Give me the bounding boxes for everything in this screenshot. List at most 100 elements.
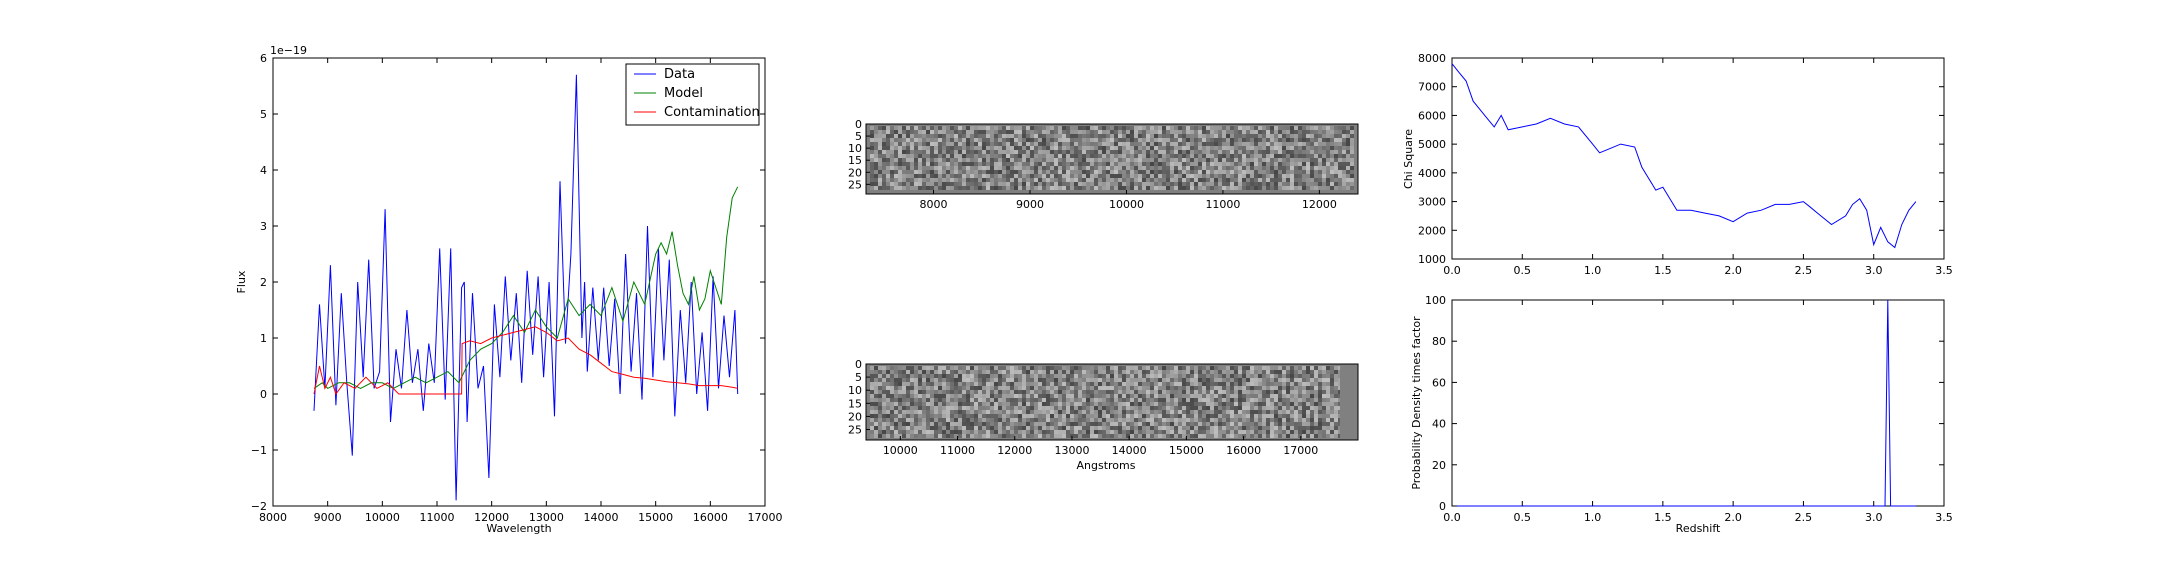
pixel [1154, 414, 1158, 418]
pixel [1182, 394, 1186, 398]
pixel [1266, 170, 1270, 174]
pixel [1286, 382, 1290, 386]
pixel [1134, 158, 1138, 162]
pixel [1026, 162, 1030, 166]
pixel [1070, 422, 1074, 426]
pixel [1046, 166, 1050, 170]
pixel [1022, 162, 1026, 166]
pixel [942, 366, 946, 370]
pixel [1322, 370, 1326, 374]
pixel [926, 178, 930, 182]
2d-spectrum-top-x-tick-label: 8000 [920, 198, 948, 211]
pixel [1082, 430, 1086, 434]
pixel [1030, 370, 1034, 374]
pixel [1334, 142, 1338, 146]
pixel [1282, 138, 1286, 142]
pixel [890, 410, 894, 414]
pixel [1178, 186, 1182, 190]
pixel [1198, 178, 1202, 182]
pixel [1318, 186, 1322, 190]
pixel [1234, 170, 1238, 174]
pixel [878, 434, 882, 438]
pixel [1214, 150, 1218, 154]
pixel [1078, 130, 1082, 134]
pixel [1250, 170, 1254, 174]
2d-spectrum-bottom-y-tick-label: 20 [848, 410, 862, 423]
pixel [1294, 174, 1298, 178]
pixel [1078, 170, 1082, 174]
pixel [1238, 382, 1242, 386]
pixel [890, 398, 894, 402]
pixel [1198, 170, 1202, 174]
pixel [1098, 366, 1102, 370]
pixel [1306, 154, 1310, 158]
chi-square-y-tick-label: 4000 [1418, 167, 1446, 180]
pixel [902, 382, 906, 386]
pixel [1082, 402, 1086, 406]
pixel [942, 394, 946, 398]
pixel [1150, 402, 1154, 406]
pixel [1334, 366, 1338, 370]
pixel [1238, 154, 1242, 158]
chi-square-x-tick-label: 3.5 [1935, 264, 1953, 277]
pixel [1186, 182, 1190, 186]
pixel [1098, 186, 1102, 190]
pixel [1098, 134, 1102, 138]
pixel [1270, 178, 1274, 182]
pixel [1102, 382, 1106, 386]
pixel [1202, 182, 1206, 186]
pixel [1202, 130, 1206, 134]
pixel [1082, 142, 1086, 146]
pixel [890, 366, 894, 370]
pixel [914, 178, 918, 182]
pixel [954, 434, 958, 438]
pixel [1234, 418, 1238, 422]
pixel [918, 426, 922, 430]
pixel [1110, 434, 1114, 438]
pixel [1018, 170, 1022, 174]
pixel [1262, 430, 1266, 434]
pixel [930, 378, 934, 382]
pixel [1254, 378, 1258, 382]
pixel [1258, 418, 1262, 422]
pixel [962, 410, 966, 414]
pixel [1050, 414, 1054, 418]
pixel [1126, 170, 1130, 174]
pixel [1174, 186, 1178, 190]
pixel [1286, 366, 1290, 370]
pixel [1122, 382, 1126, 386]
pixel [1190, 434, 1194, 438]
pixel [926, 430, 930, 434]
pixel [1310, 130, 1314, 134]
pixel [890, 154, 894, 158]
pixel [1138, 410, 1142, 414]
pixel [950, 390, 954, 394]
pixel [970, 158, 974, 162]
pixel [1334, 146, 1338, 150]
pixel [1198, 146, 1202, 150]
pixel [1258, 154, 1262, 158]
pixel [1046, 374, 1050, 378]
pixel [1110, 418, 1114, 422]
pixel [1142, 170, 1146, 174]
pixel [970, 430, 974, 434]
pixel [1190, 398, 1194, 402]
pixel [1070, 414, 1074, 418]
pixel [1086, 406, 1090, 410]
pixel [1030, 390, 1034, 394]
pixel [910, 178, 914, 182]
pixel [974, 174, 978, 178]
pixel [1254, 414, 1258, 418]
pixel [1146, 382, 1150, 386]
pixel [1030, 138, 1034, 142]
pixel [1246, 394, 1250, 398]
pixel [1122, 370, 1126, 374]
pixel [1226, 430, 1230, 434]
pixel [890, 130, 894, 134]
pixel [1162, 182, 1166, 186]
pixel [1214, 426, 1218, 430]
pixel [882, 410, 886, 414]
pixel [1058, 126, 1062, 130]
